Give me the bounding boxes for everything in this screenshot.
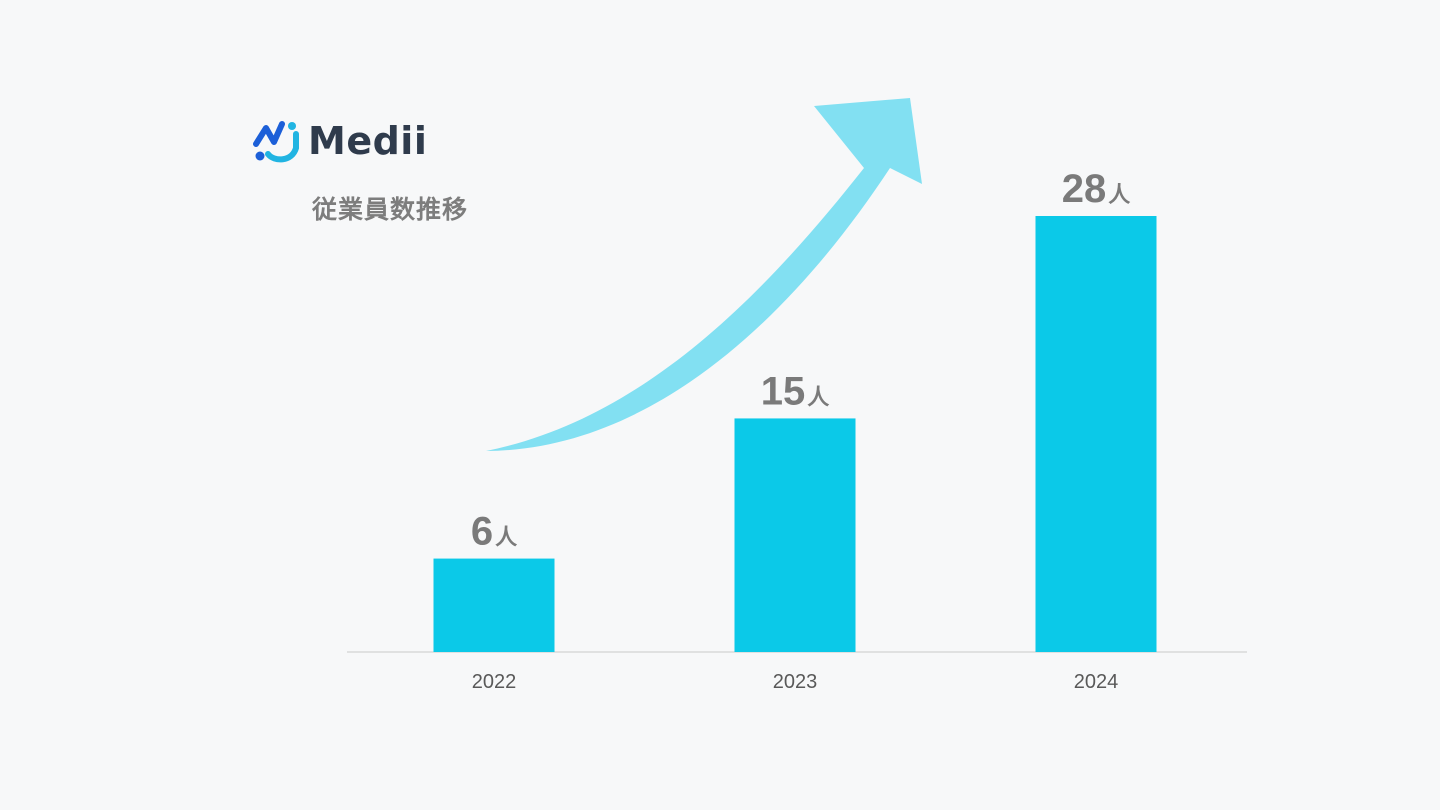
x-tick-label-2024: 2024 bbox=[1074, 671, 1119, 693]
bar-2023 bbox=[734, 418, 856, 652]
bar-2022 bbox=[433, 558, 555, 652]
data-label-value: 28 bbox=[1062, 167, 1107, 211]
medii-logo-icon bbox=[253, 121, 299, 163]
trend-arrow bbox=[486, 98, 922, 451]
bar-2024 bbox=[1035, 216, 1157, 652]
brand-name: Medii bbox=[308, 119, 428, 163]
data-label-unit: 人 bbox=[1108, 183, 1130, 208]
x-tick-label-2023: 2023 bbox=[773, 671, 818, 693]
data-label-value: 15 bbox=[761, 369, 806, 413]
x-tick-label-2022: 2022 bbox=[472, 671, 517, 693]
data-label-unit: 人 bbox=[807, 385, 829, 410]
data-label-value: 6 bbox=[471, 510, 493, 554]
data-label-2024: 28人 bbox=[1062, 167, 1131, 211]
data-label-unit: 人 bbox=[495, 526, 517, 551]
brand: Medii bbox=[252, 116, 427, 166]
data-label-2023: 15人 bbox=[761, 369, 830, 413]
chart-title: 従業員数推移 bbox=[312, 195, 469, 224]
data-label-2022: 6人 bbox=[471, 510, 517, 554]
